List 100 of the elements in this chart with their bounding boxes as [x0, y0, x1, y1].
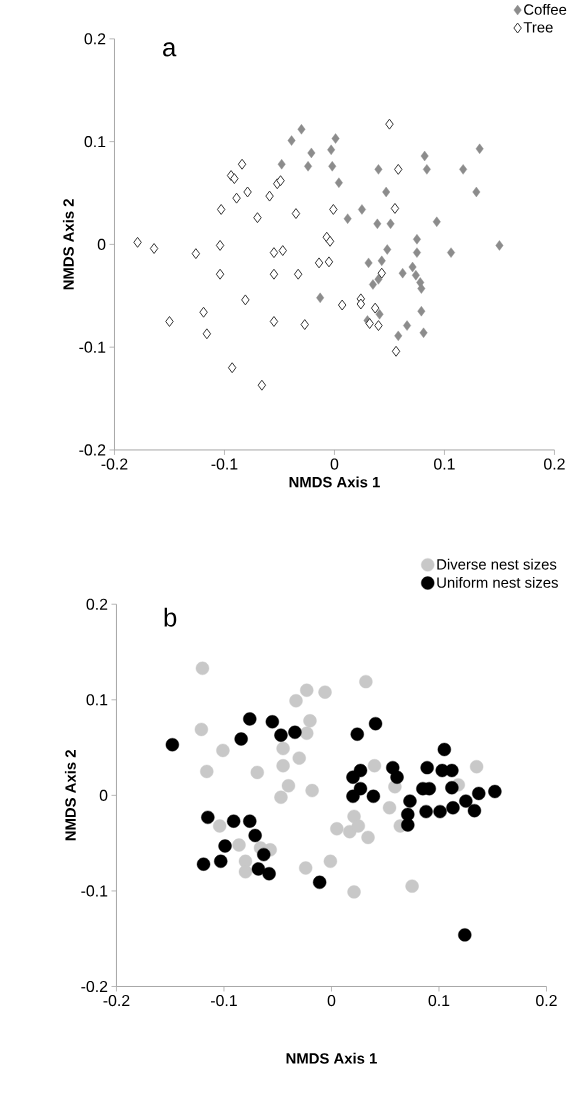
point [218, 839, 232, 853]
x-axis-title: NMDS Axis 1 [289, 476, 380, 488]
point [337, 299, 347, 311]
x-tick-label: -0.1 [210, 994, 237, 1007]
point [299, 726, 314, 740]
point [269, 316, 279, 327]
x-axis-title: NMDS Axis 1 [286, 1052, 377, 1064]
point [445, 781, 459, 795]
point [422, 164, 431, 175]
point [391, 345, 401, 357]
point [412, 234, 421, 245]
y-tick-label: -0.1 [79, 341, 106, 353]
point [276, 175, 285, 187]
point [346, 789, 360, 803]
point [227, 362, 237, 374]
point [403, 794, 417, 808]
point [417, 306, 426, 317]
point [297, 124, 306, 135]
point [303, 161, 312, 172]
point [469, 760, 484, 774]
point [457, 928, 472, 942]
point [417, 283, 426, 294]
point [274, 728, 288, 742]
point [191, 248, 200, 260]
legend-label: Coffee [523, 3, 567, 15]
point [201, 810, 215, 825]
annotation: b [164, 607, 177, 627]
x-tick-label: 0.1 [428, 994, 450, 1007]
point [265, 190, 274, 202]
point [330, 822, 344, 836]
point [237, 158, 247, 170]
point [375, 309, 384, 320]
point [194, 722, 208, 737]
point [350, 727, 364, 741]
y-tick-label: 0 [97, 238, 106, 251]
y-axis-title: NMDS Axis 2 [64, 750, 76, 841]
point [368, 279, 377, 290]
point [433, 804, 447, 819]
point [250, 765, 264, 780]
point [353, 763, 367, 778]
point [370, 302, 380, 314]
point [269, 247, 279, 259]
y-tick-label: -0.1 [81, 885, 108, 897]
point [215, 239, 225, 251]
point [383, 244, 392, 255]
y-tick-label: 0.1 [86, 694, 108, 706]
point [467, 803, 481, 818]
point [256, 847, 271, 862]
point [243, 186, 252, 198]
point [377, 267, 386, 279]
point [325, 235, 335, 247]
point [165, 738, 179, 752]
point [393, 163, 403, 175]
point [472, 186, 481, 198]
point [269, 268, 279, 280]
point [303, 714, 317, 728]
point [305, 783, 319, 798]
point [318, 685, 332, 699]
point [314, 257, 324, 269]
point [234, 732, 248, 746]
point [357, 204, 366, 215]
point [446, 801, 460, 815]
point [432, 216, 441, 227]
point [374, 274, 383, 285]
point [374, 164, 383, 175]
point [215, 268, 225, 280]
point [459, 794, 473, 808]
point [419, 804, 433, 819]
point [475, 143, 484, 154]
x-tick-label: 0 [327, 994, 336, 1007]
point [133, 236, 142, 248]
point [411, 270, 420, 281]
point [216, 203, 226, 215]
point [373, 218, 382, 230]
annotation: a [162, 42, 177, 57]
point [420, 150, 429, 162]
point [408, 261, 417, 273]
point [274, 790, 288, 804]
point [495, 240, 504, 251]
point [300, 319, 309, 331]
point [356, 298, 365, 310]
point [226, 814, 241, 828]
point [420, 760, 434, 775]
point [278, 245, 287, 257]
point [471, 786, 486, 801]
point [232, 192, 241, 204]
point [437, 742, 451, 757]
point [312, 875, 327, 889]
point [199, 306, 208, 318]
point [323, 854, 337, 868]
point [390, 202, 400, 214]
point [405, 879, 419, 893]
point [281, 779, 295, 793]
point [216, 743, 230, 758]
point [196, 857, 211, 871]
point [251, 862, 265, 876]
y-tick-label: 0.2 [86, 598, 108, 610]
point [257, 379, 266, 391]
point [276, 759, 290, 773]
point [412, 247, 421, 258]
